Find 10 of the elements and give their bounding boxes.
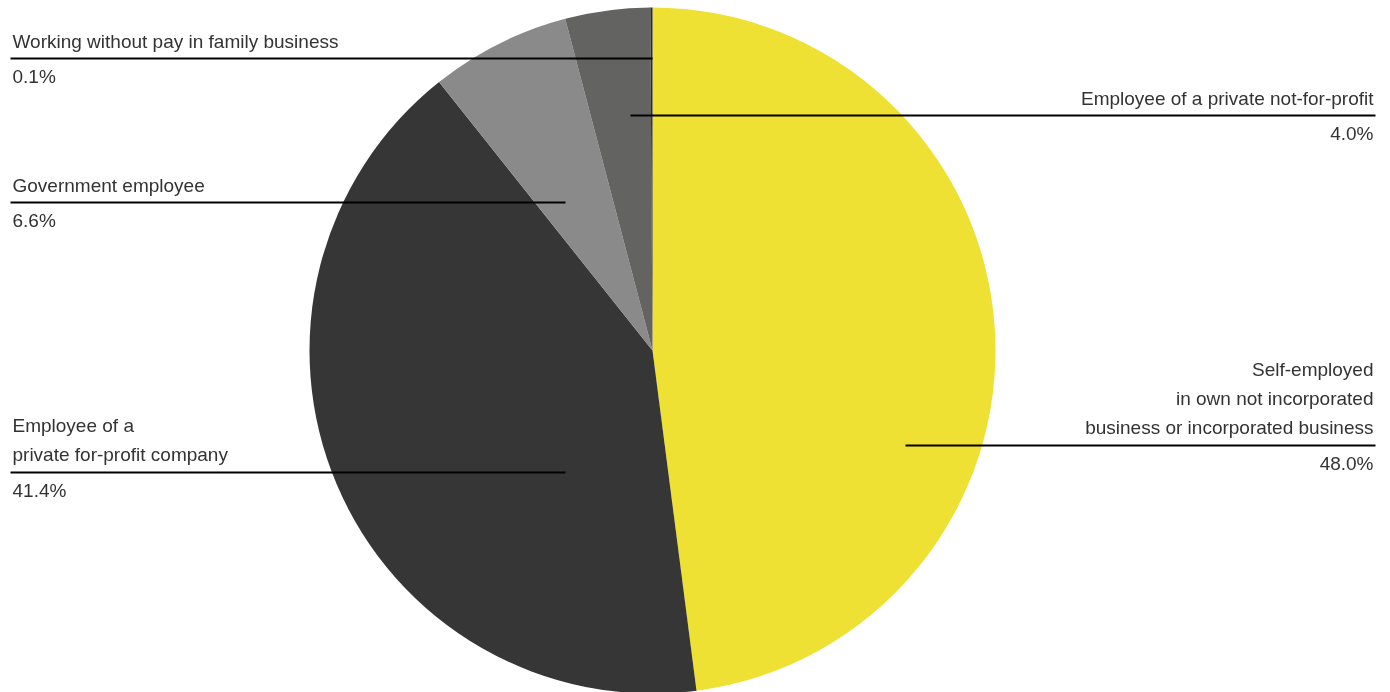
slice-label: Working without pay in family business [12,30,339,52]
data-label: 41.4% [12,479,67,501]
slice-label: Government employee [12,174,205,196]
data-label: 0.1% [12,65,56,87]
slice-label: Employee of a private not-for-profit [1080,87,1375,109]
data-label: 48.0% [1319,452,1374,474]
data-label: 6.6% [12,209,56,231]
data-label: 4.0% [1330,122,1374,144]
slice-label: Employee of a private for-profit company [12,415,229,466]
slice-label: Self-employed in own not incorporated business or incorporated business [1085,358,1374,439]
